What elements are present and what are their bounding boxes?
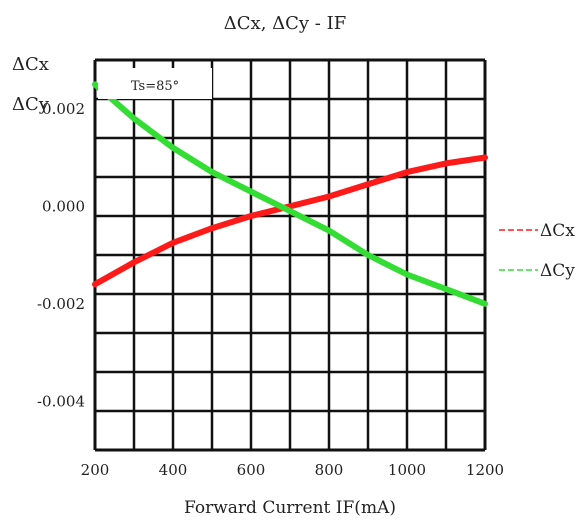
y-tick-label: 0.002 xyxy=(42,100,85,118)
y-tick-labels: 0.002 0.000 -0.002 -0.004 xyxy=(37,100,85,411)
y-tick-label: -0.004 xyxy=(37,392,85,410)
y-axis-label-line-2: ΔCy xyxy=(12,94,50,115)
x-tick-label: 1200 xyxy=(466,461,504,479)
x-tick-label: 400 xyxy=(159,461,188,479)
x-tick-label: 600 xyxy=(237,461,266,479)
x-tick-label: 800 xyxy=(315,461,344,479)
chart-title: ΔCx, ΔCy - IF xyxy=(224,13,346,34)
x-tick-labels: 200 400 600 800 1000 1200 xyxy=(81,461,504,479)
x-tick-label: 200 xyxy=(81,461,110,479)
y-tick-label: -0.002 xyxy=(37,295,85,313)
series-line-delta-cy xyxy=(92,81,488,307)
y-tick-label: 0.000 xyxy=(42,197,85,215)
legend-label-delta-cx: ΔCx xyxy=(540,221,575,241)
legend: ΔCx ΔCy xyxy=(499,221,575,281)
legend-label-delta-cy: ΔCy xyxy=(540,261,575,281)
condition-annotation: Ts=85° xyxy=(131,79,179,94)
series-line-delta-cx xyxy=(92,154,488,288)
x-axis-title: Forward Current IF(mA) xyxy=(184,498,396,518)
y-axis-label-line-1: ΔCx xyxy=(12,54,49,75)
annotation-box xyxy=(98,68,212,99)
x-tick-label: 1000 xyxy=(388,461,426,479)
series-lines xyxy=(92,81,488,307)
